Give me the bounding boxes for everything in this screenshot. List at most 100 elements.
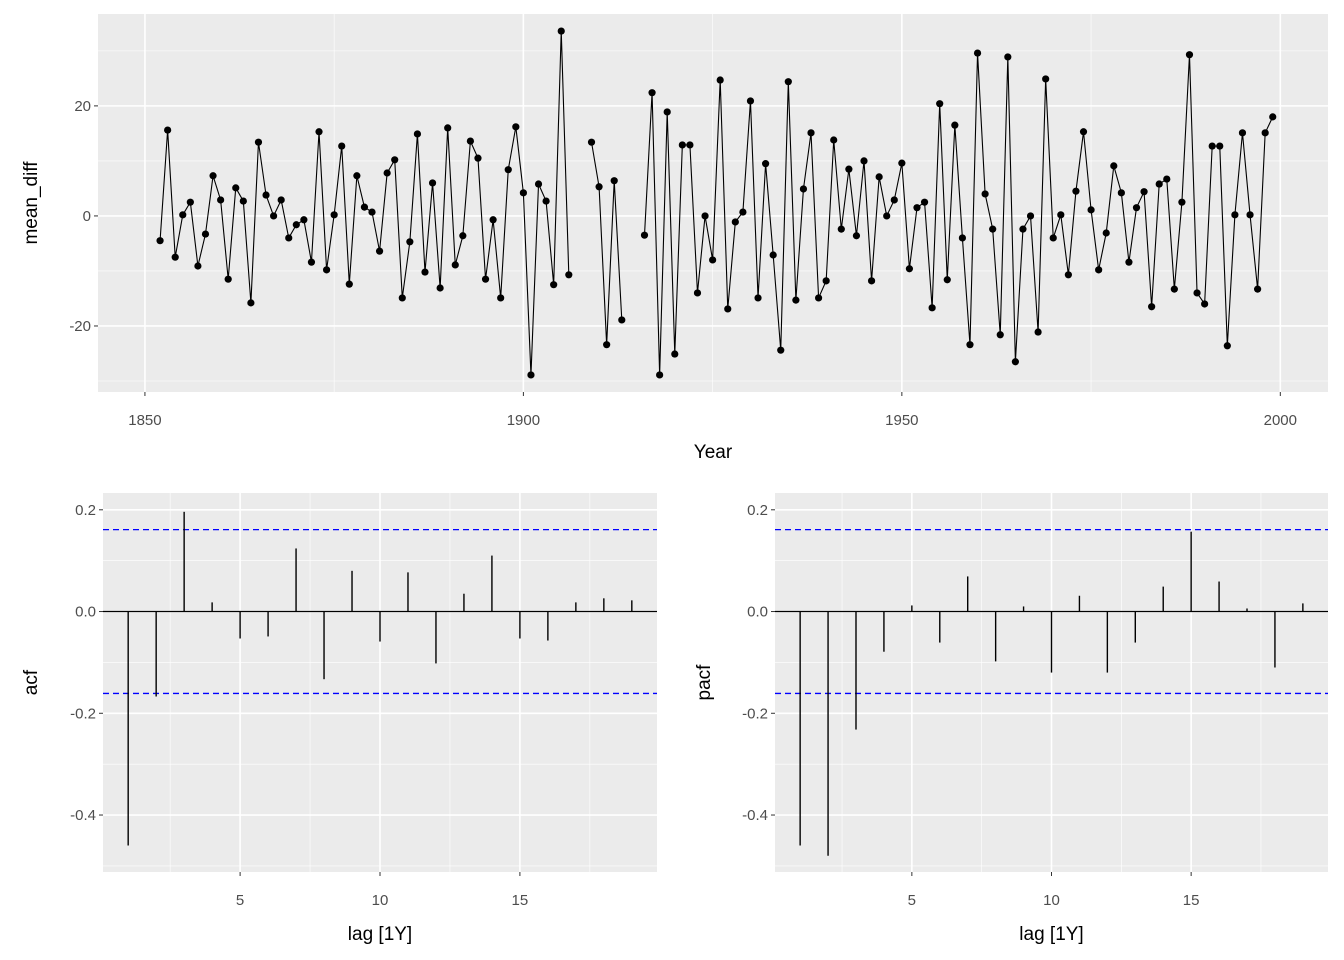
data-point [459, 232, 467, 240]
y-tick-label: 0.2 [75, 502, 96, 519]
data-point [724, 305, 732, 313]
data-point [852, 232, 861, 240]
data-point [1064, 271, 1072, 279]
data-point [368, 208, 376, 216]
data-point [958, 234, 967, 242]
y-axis-title: pacf [694, 664, 715, 701]
y-tick-label: -0.4 [742, 807, 768, 824]
data-point [587, 138, 596, 146]
x-tick-label: 1950 [885, 412, 918, 429]
data-point [822, 277, 830, 285]
data-point [550, 281, 558, 289]
data-point [595, 183, 603, 191]
data-point [799, 185, 808, 193]
data-point [413, 130, 422, 138]
y-tick-label: -20 [69, 318, 91, 335]
x-tick-label: 5 [236, 892, 244, 909]
pacf-panel: 5 10 15 -0.4 -0.2 0.0 0.2 lag [1Y] pacf [694, 493, 1328, 945]
x-tick-label: 5 [908, 892, 916, 909]
data-point [179, 211, 187, 219]
data-point [610, 177, 618, 185]
data-point [966, 341, 974, 349]
data-point [1238, 129, 1247, 137]
data-point [1004, 53, 1012, 61]
data-point [360, 203, 369, 211]
data-point [421, 268, 429, 276]
data-point [784, 78, 792, 86]
data-point [285, 234, 293, 242]
data-point [512, 123, 520, 131]
data-point [1117, 189, 1125, 197]
data-point [762, 160, 770, 168]
data-point [542, 197, 550, 205]
data-point [1072, 187, 1080, 195]
data-point [262, 191, 270, 199]
data-point [1132, 204, 1141, 212]
data-point [898, 159, 906, 167]
data-point [383, 169, 391, 177]
data-point [928, 304, 936, 312]
data-point [300, 216, 308, 224]
data-point [989, 225, 997, 233]
data-point [1057, 211, 1065, 219]
data-point [224, 275, 232, 283]
data-point [557, 27, 565, 35]
x-tick-label: 10 [372, 892, 389, 909]
data-point [739, 208, 747, 216]
data-point [1223, 342, 1231, 350]
data-point [1011, 358, 1019, 366]
x-axis-title: Year [694, 442, 733, 463]
data-point [1231, 211, 1239, 219]
data-point [648, 89, 656, 97]
data-point [1269, 113, 1277, 121]
data-point [1125, 258, 1133, 266]
data-point [466, 137, 475, 145]
data-point [860, 157, 868, 165]
data-point [1178, 198, 1186, 206]
data-point [837, 225, 845, 233]
data-point [171, 253, 179, 261]
data-point [254, 138, 263, 146]
data-point [693, 289, 702, 297]
data-point [1254, 285, 1262, 293]
data-point [973, 49, 982, 57]
data-point [444, 124, 452, 132]
x-tick-label: 10 [1043, 892, 1060, 909]
data-point [1042, 75, 1050, 83]
data-point [807, 129, 815, 137]
data-point [1185, 51, 1194, 59]
data-point [239, 197, 247, 205]
x-axis-title: lag [1Y] [1019, 924, 1083, 945]
data-point [428, 179, 437, 187]
data-point [1140, 188, 1148, 196]
data-point [156, 237, 164, 245]
data-point [474, 154, 482, 162]
y-tick-label: 0.2 [747, 502, 768, 519]
data-point [504, 166, 512, 174]
data-point [534, 180, 543, 188]
y-axis-title: mean_diff [21, 161, 42, 245]
x-tick-label: 1900 [507, 412, 540, 429]
data-point [686, 141, 694, 149]
data-point [830, 136, 838, 144]
y-tick-label: 0.0 [747, 604, 768, 621]
y-tick-label: -0.4 [70, 807, 96, 824]
data-point [920, 198, 929, 206]
data-point [981, 190, 989, 198]
data-point [890, 196, 898, 204]
data-point [709, 256, 717, 264]
data-point [603, 341, 611, 349]
acf-panel: 5 10 15 -0.4 -0.2 0.0 0.2 lag [1Y] acf [21, 493, 657, 945]
data-point [943, 276, 951, 284]
y-tick-label: -0.2 [70, 705, 96, 722]
x-tick-label: 15 [1183, 892, 1200, 909]
data-point [1193, 289, 1201, 297]
data-point [322, 266, 331, 274]
data-point [792, 296, 800, 304]
data-point [338, 142, 346, 150]
data-point [1110, 162, 1118, 170]
data-point [519, 189, 527, 197]
y-tick-label: -0.2 [742, 705, 768, 722]
x-tick-label: 2000 [1264, 412, 1297, 429]
data-point [663, 108, 671, 116]
